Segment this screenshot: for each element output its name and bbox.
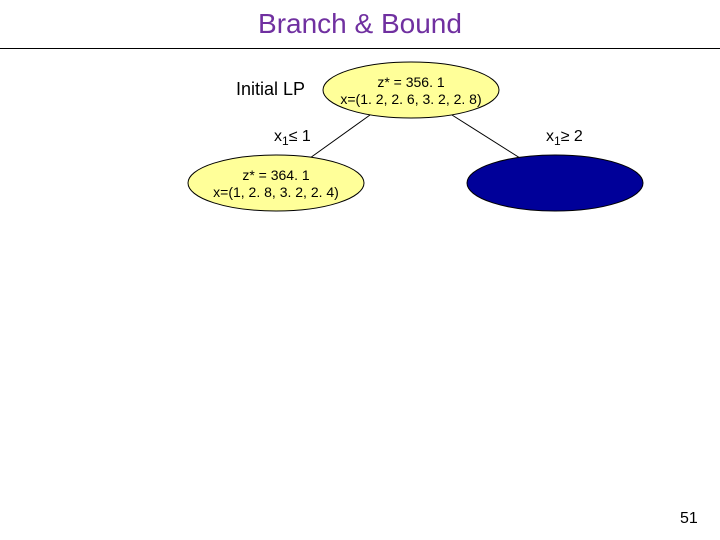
label-right-prefix: x [546,128,554,145]
edge-root-right [452,115,520,158]
node-left: z* = 364. 1 x=(1, 2. 8, 3. 2, 2. 4) [188,155,364,211]
label-left-branch: x1≤ 1 [274,128,311,148]
node-left-line2: x=(1, 2. 8, 3. 2, 2. 4) [213,184,339,200]
edge-root-left [310,115,370,158]
node-root-line2: x=(1. 2, 2. 6, 3. 2, 2. 8) [340,91,481,107]
label-right-rest: ≥ 2 [561,128,583,145]
slide-number: 51 [680,510,698,528]
node-root: z* = 356. 1 x=(1. 2, 2. 6, 3. 2, 2. 8) [323,62,499,118]
label-left-sub: 1 [282,134,289,148]
label-right-branch: x1≥ 2 [546,128,583,148]
branch-bound-tree: z* = 356. 1 x=(1. 2, 2. 6, 3. 2, 2. 8) z… [0,0,720,540]
node-root-shape [323,62,499,118]
label-left-rest: ≤ 1 [289,128,311,145]
label-right-sub: 1 [554,134,561,148]
node-right [467,155,643,211]
node-root-line1: z* = 356. 1 [377,74,445,90]
node-left-shape [188,155,364,211]
label-left-prefix: x [274,128,282,145]
label-initial-lp: Initial LP [236,79,305,100]
node-right-shape [467,155,643,211]
node-left-line1: z* = 364. 1 [242,167,310,183]
